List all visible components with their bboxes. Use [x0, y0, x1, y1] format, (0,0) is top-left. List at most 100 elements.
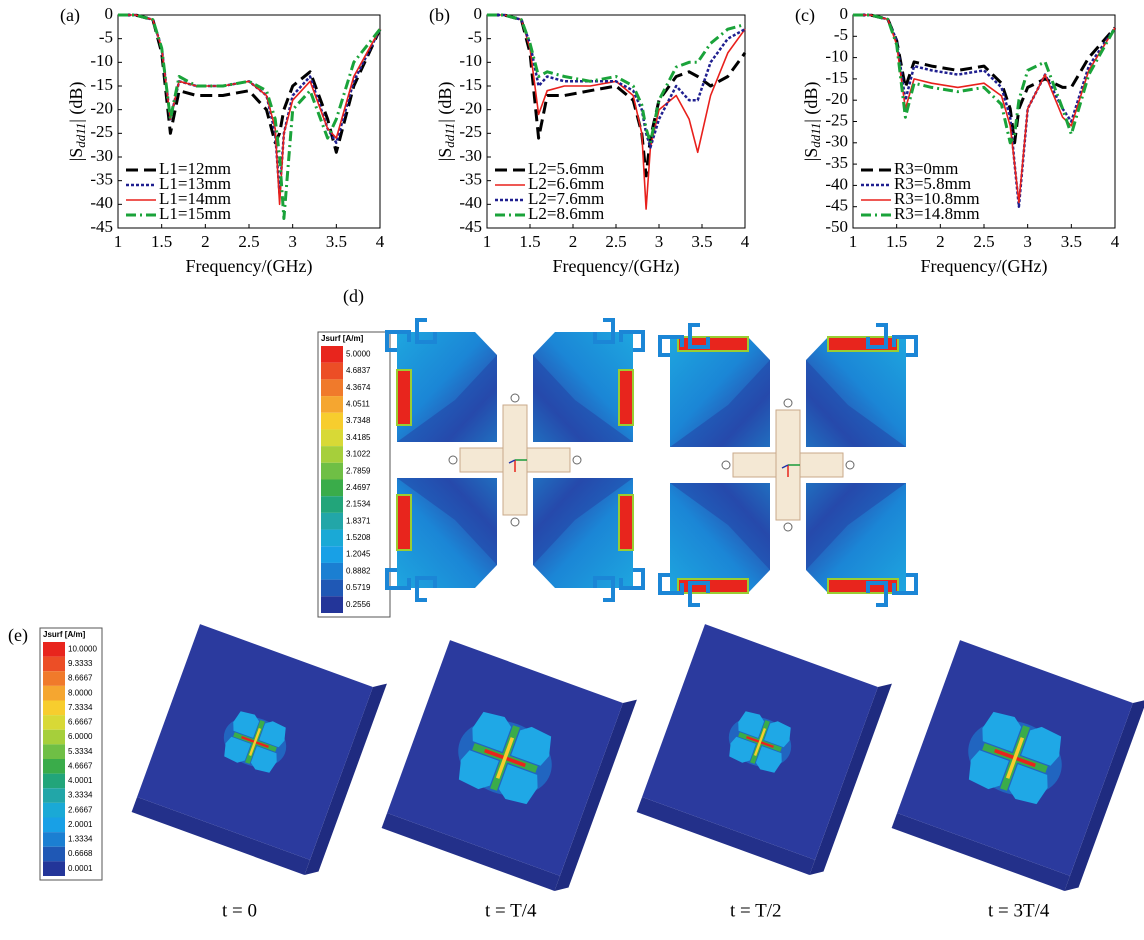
- colorbar-swatch: [43, 832, 65, 847]
- colorbar-swatch: [43, 730, 65, 745]
- y-axis-label: |Sdd11| (dB): [801, 82, 823, 162]
- y-tick-label: -10: [90, 51, 113, 70]
- colorbar-label: 6.0000: [68, 732, 93, 741]
- substrate: [132, 617, 387, 879]
- frame-label: t = T/4: [485, 900, 537, 921]
- x-tick-label: 1: [483, 232, 492, 251]
- x-tick-label: 4: [376, 232, 385, 251]
- antenna-quadrant: [387, 320, 497, 442]
- colorbar-label: 3.3334: [68, 791, 93, 800]
- colorbar-swatch: [321, 480, 343, 497]
- colorbar-label: 5.0000: [346, 349, 371, 358]
- y-tick-label: -40: [459, 193, 482, 212]
- colorbar-swatch: [43, 744, 65, 759]
- colorbar-label: 2.0001: [68, 820, 93, 829]
- colorbar-swatch: [43, 686, 65, 701]
- colorbar-swatch: [321, 463, 343, 480]
- y-tick-label: -45: [90, 217, 113, 236]
- antenna-quadrant: [806, 483, 916, 605]
- y-tick-label: 0: [840, 4, 849, 23]
- y-label-suffix: | (dB): [66, 82, 87, 123]
- y-tick-label: -25: [90, 122, 113, 141]
- series-line: [118, 15, 380, 204]
- antenna-quadrant: [806, 325, 916, 447]
- colorbar-swatch: [321, 513, 343, 530]
- y-tick-label: -20: [459, 99, 482, 118]
- colorbar-swatch: [321, 396, 343, 413]
- colorbar-swatch: [43, 803, 65, 818]
- substrate: [382, 633, 637, 895]
- colorbar-swatch: [43, 701, 65, 716]
- plot-frame: [853, 15, 1115, 228]
- y-tick-label: -45: [459, 217, 482, 236]
- figure: (a)0-5-10-15-20-25-30-35-40-4511.522.533…: [0, 0, 1144, 935]
- colorbar-swatch: [43, 774, 65, 789]
- y-tick-label: -10: [459, 51, 482, 70]
- x-tick-label: 2.5: [973, 232, 994, 251]
- substrate: [637, 617, 892, 879]
- x-tick-label: 1.5: [151, 232, 172, 251]
- x-tick-label: 4: [1111, 232, 1120, 251]
- colorbar-title: Jsurf [A/m]: [321, 334, 364, 343]
- colorbar-label: 3.7348: [346, 416, 371, 425]
- colorbar-swatch: [43, 642, 65, 657]
- y-tick-label: -10: [825, 47, 848, 66]
- y-label-suffix: | (dB): [435, 82, 456, 123]
- colorbar-swatch: [321, 346, 343, 363]
- port: [511, 518, 519, 526]
- colorbar-label: 4.0511: [346, 400, 370, 409]
- x-tick-label: 3.5: [326, 232, 347, 251]
- series-line: [853, 15, 1115, 202]
- hot-edge: [619, 370, 633, 425]
- page: {"chart_data": [ {"type": "line", "panel…: [0, 0, 1144, 940]
- x-tick-label: 1: [114, 232, 123, 251]
- x-axis-label: Frequency/(GHz): [186, 256, 313, 277]
- colorbar-label: 0.5719: [346, 583, 371, 592]
- port: [846, 461, 854, 469]
- colorbar-swatch: [43, 759, 65, 774]
- colorbar-label: 1.3334: [68, 835, 93, 844]
- chart: (a)0-5-10-15-20-25-30-35-40-4511.522.533…: [60, 4, 385, 277]
- y-tick-label: -50: [825, 217, 848, 236]
- antenna: [660, 325, 916, 605]
- colorbar-swatch: [321, 596, 343, 613]
- port: [722, 461, 730, 469]
- frame-label: t = 3T/4: [988, 900, 1050, 921]
- colorbar-label: 0.6668: [68, 849, 93, 858]
- y-tick-label: -30: [90, 146, 113, 165]
- y-label-suffix: | (dB): [801, 82, 822, 123]
- y-tick-label: -30: [825, 132, 848, 151]
- y-label-prefix: |S: [66, 148, 86, 162]
- colorbar-swatch: [321, 496, 343, 513]
- y-label-subscript: dd11: [808, 123, 823, 148]
- panel-label: (d): [343, 286, 364, 307]
- y-tick-label: -40: [90, 193, 113, 212]
- colorbar-label: 1.5208: [346, 533, 371, 542]
- x-tick-label: 2.5: [605, 232, 626, 251]
- x-tick-label: 3: [655, 232, 664, 251]
- x-tick-label: 3: [1023, 232, 1032, 251]
- y-tick-label: -30: [459, 146, 482, 165]
- x-tick-label: 1: [849, 232, 858, 251]
- colorbar-label: 3.1022: [346, 450, 371, 459]
- colorbar-swatch: [43, 847, 65, 862]
- colorbar-swatch: [43, 715, 65, 730]
- colorbar-label: 2.6667: [68, 805, 93, 814]
- antenna-quadrant: [533, 320, 643, 442]
- y-tick-label: -15: [459, 75, 482, 94]
- x-tick-label: 2: [936, 232, 945, 251]
- y-label-subscript: dd11: [442, 123, 457, 148]
- colorbar-label: 0.8882: [346, 566, 371, 575]
- x-tick-label: 1.5: [886, 232, 907, 251]
- antenna-quadrant: [660, 483, 770, 605]
- antenna: [387, 320, 643, 600]
- antenna-quadrant: [387, 478, 497, 600]
- colorbar-swatch: [43, 657, 65, 672]
- y-tick-label: 0: [105, 4, 114, 23]
- y-tick-label: -25: [459, 122, 482, 141]
- x-tick-label: 2: [201, 232, 210, 251]
- y-axis-label: |Sdd11| (dB): [435, 82, 457, 162]
- colorbar-label: 1.2045: [346, 550, 371, 559]
- legend-label: L2=8.6mm: [528, 204, 604, 223]
- y-tick-label: -5: [99, 28, 113, 47]
